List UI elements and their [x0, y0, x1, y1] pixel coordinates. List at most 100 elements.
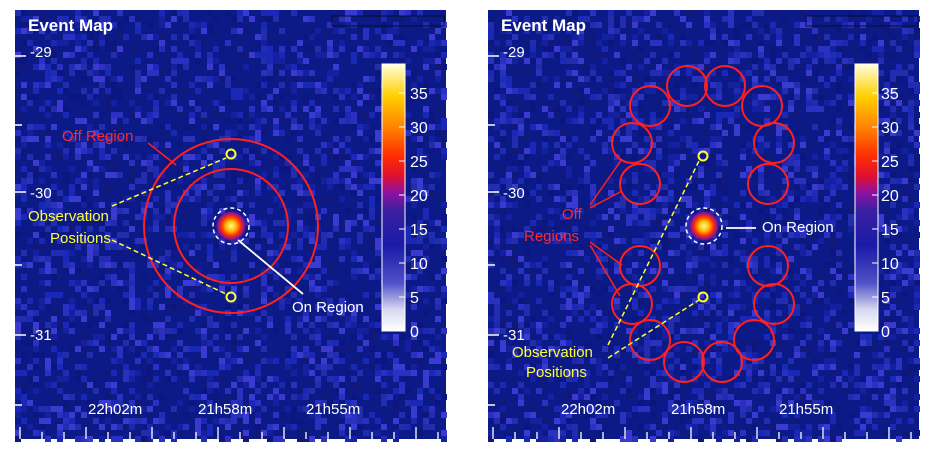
event-pixel [632, 16, 638, 22]
event-pixel [548, 334, 554, 340]
event-pixel [15, 112, 21, 118]
event-pixel [842, 328, 848, 334]
event-pixel [345, 178, 351, 184]
event-pixel [249, 148, 255, 154]
event-pixel [812, 400, 818, 406]
event-pixel [668, 370, 674, 376]
event-pixel [315, 274, 321, 280]
event-pixel [578, 268, 584, 274]
event-pixel [195, 430, 201, 436]
event-pixel [51, 76, 57, 82]
event-pixel [740, 190, 746, 196]
event-pixel [345, 346, 351, 352]
event-pixel [608, 250, 614, 256]
event-pixel [614, 352, 620, 358]
event-pixel [105, 268, 111, 274]
event-pixel [650, 340, 656, 346]
event-pixel [530, 346, 536, 352]
event-pixel [602, 142, 608, 148]
event-pixel [243, 148, 249, 154]
event-pixel [15, 208, 21, 214]
event-pixel [578, 40, 584, 46]
event-pixel [255, 238, 261, 244]
event-pixel [710, 328, 716, 334]
event-pixel [770, 46, 776, 52]
event-pixel [129, 370, 135, 376]
event-pixel [273, 394, 279, 400]
event-pixel [321, 166, 327, 172]
event-pixel [375, 106, 381, 112]
event-pixel [554, 154, 560, 160]
event-pixel [111, 166, 117, 172]
event-pixel [309, 340, 315, 346]
event-pixel [698, 280, 704, 286]
event-pixel [722, 172, 728, 178]
event-pixel [626, 214, 632, 220]
event-pixel [33, 88, 39, 94]
event-pixel [758, 388, 764, 394]
event-pixel [243, 154, 249, 160]
event-pixel [231, 76, 237, 82]
event-pixel [776, 406, 782, 412]
event-pixel [836, 70, 842, 76]
event-pixel [243, 172, 249, 178]
event-pixel [872, 34, 878, 40]
event-pixel [566, 10, 572, 16]
event-pixel [650, 118, 656, 124]
event-pixel [375, 16, 381, 22]
event-pixel [135, 70, 141, 76]
event-pixel [674, 64, 680, 70]
event-pixel [303, 370, 309, 376]
event-pixel [15, 88, 21, 94]
event-pixel [650, 370, 656, 376]
event-pixel [692, 388, 698, 394]
event-pixel [27, 130, 33, 136]
event-pixel [842, 136, 848, 142]
event-pixel [500, 136, 506, 142]
event-pixel [872, 58, 878, 64]
event-pixel [614, 202, 620, 208]
panel-title: Event Map [501, 16, 586, 35]
event-pixel [435, 76, 441, 82]
event-pixel [590, 34, 596, 40]
event-pixel [674, 394, 680, 400]
event-pixel [824, 58, 830, 64]
event-pixel [566, 106, 572, 112]
event-pixel [411, 166, 417, 172]
event-pixel [494, 64, 500, 70]
event-pixel [243, 298, 249, 304]
event-pixel [656, 382, 662, 388]
event-pixel [650, 40, 656, 46]
event-pixel [411, 406, 417, 412]
event-pixel [890, 172, 896, 178]
event-pixel [105, 172, 111, 178]
event-pixel [99, 298, 105, 304]
event-pixel [255, 244, 261, 250]
event-pixel [602, 382, 608, 388]
event-pixel [51, 292, 57, 298]
event-pixel [81, 76, 87, 82]
event-pixel [656, 304, 662, 310]
event-pixel [243, 310, 249, 316]
event-pixel [135, 22, 141, 28]
ra-label: 22h02m [561, 401, 615, 418]
event-pixel [668, 196, 674, 202]
event-pixel [860, 424, 866, 430]
event-pixel [63, 376, 69, 382]
event-pixel [896, 220, 902, 226]
event-pixel [812, 244, 818, 250]
event-pixel [195, 358, 201, 364]
event-pixel [620, 82, 626, 88]
event-pixel [644, 364, 650, 370]
event-pixel [680, 244, 686, 250]
event-pixel [782, 322, 788, 328]
event-pixel [836, 436, 842, 442]
event-pixel [740, 250, 746, 256]
event-pixel [782, 196, 788, 202]
event-pixel [57, 64, 63, 70]
event-pixel [656, 370, 662, 376]
event-pixel [345, 154, 351, 160]
event-pixel [572, 118, 578, 124]
event-pixel [758, 40, 764, 46]
event-pixel [321, 196, 327, 202]
